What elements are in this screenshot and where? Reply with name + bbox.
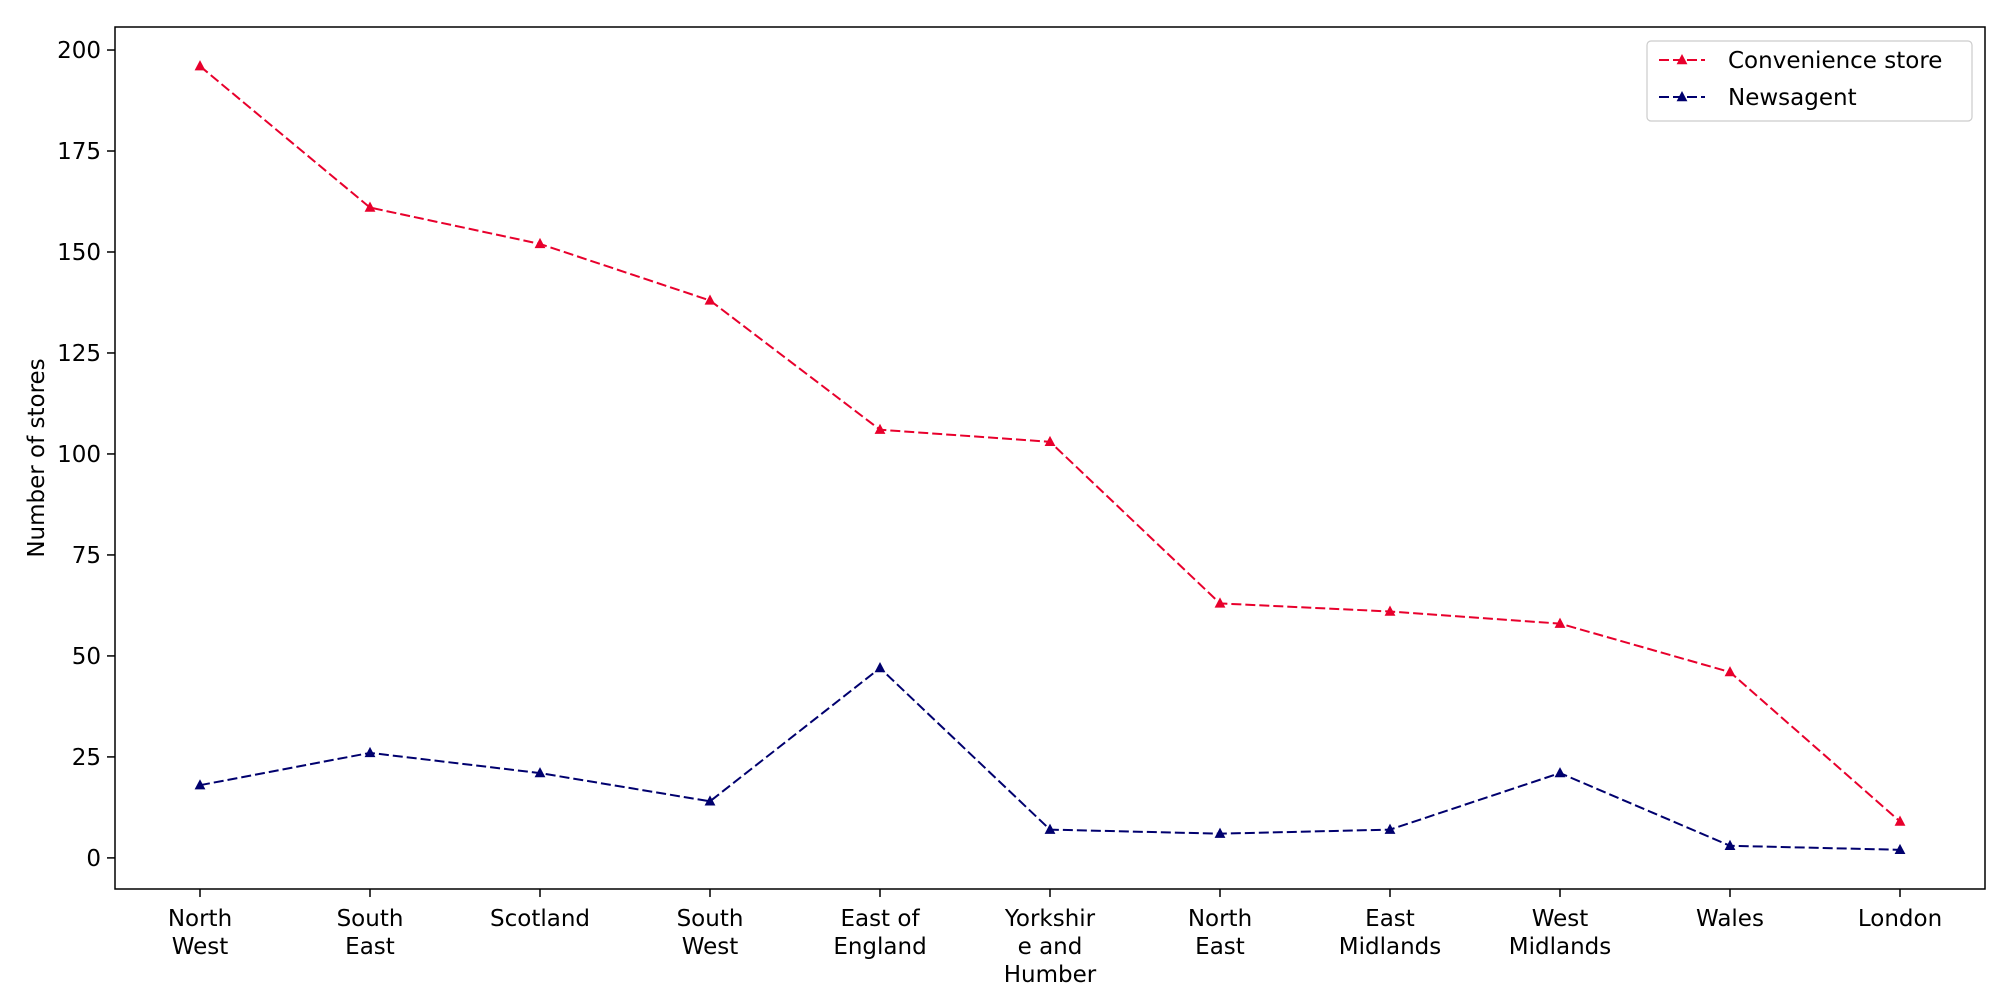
y-tick-label: 200 xyxy=(57,38,101,64)
data-point-marker xyxy=(364,201,376,212)
data-point-marker xyxy=(704,294,716,305)
series-newsagent xyxy=(194,662,1906,855)
y-tick-label: 100 xyxy=(57,442,101,468)
data-point-marker xyxy=(874,423,886,434)
data-point-marker xyxy=(1384,605,1396,616)
y-tick-label: 50 xyxy=(72,644,101,670)
x-tick-label: East Midlands xyxy=(1339,906,1441,960)
x-tick-label: North West xyxy=(168,906,232,960)
legend-label: Convenience store xyxy=(1728,48,1942,74)
data-point-marker xyxy=(1724,666,1736,677)
data-point-marker xyxy=(1554,617,1566,628)
legend-item: Convenience store xyxy=(1659,48,1942,74)
data-point-marker xyxy=(1894,843,1906,855)
data-point-marker xyxy=(1384,823,1396,834)
x-tick-label: East of England xyxy=(833,906,926,960)
y-tick-label: 125 xyxy=(57,341,101,367)
y-tick-label: 25 xyxy=(72,745,101,771)
data-point-marker xyxy=(364,746,376,758)
y-axis-title: Number of stores xyxy=(24,358,50,557)
series-convenience-store xyxy=(194,60,1906,826)
y-tick-label: 175 xyxy=(57,139,101,165)
data-point-marker xyxy=(874,662,886,673)
data-point-marker xyxy=(194,779,206,790)
legend-label: Newsagent xyxy=(1728,85,1857,111)
legend: Convenience store Newsagent xyxy=(1646,40,1973,122)
x-tick-label: Wales xyxy=(1696,906,1764,932)
data-point-marker xyxy=(534,237,546,249)
data-point-marker xyxy=(1044,823,1056,834)
x-axis: North West South East Scotland South West East … xyxy=(168,889,1942,988)
plot-area xyxy=(114,26,1986,890)
x-tick-label: Yorkshir e and Humber xyxy=(1004,906,1097,988)
x-tick-label: London xyxy=(1858,906,1942,932)
x-tick-label: South East xyxy=(337,906,404,960)
data-point-marker xyxy=(1554,767,1566,778)
legend-box xyxy=(1646,40,1973,122)
x-tick-label: West Midlands xyxy=(1509,906,1611,960)
data-point-marker xyxy=(1044,435,1056,447)
y-tick-label: 0 xyxy=(86,846,101,872)
data-point-marker xyxy=(194,60,206,71)
legend-marker xyxy=(1676,54,1688,65)
data-point-marker xyxy=(704,795,716,806)
data-point-marker xyxy=(1894,815,1906,826)
data-point-marker xyxy=(534,767,546,778)
y-tick-label: 75 xyxy=(72,543,101,569)
x-tick-label: North East xyxy=(1188,906,1252,960)
y-axis: 0 25 50 75 100 125 150 175 200 xyxy=(57,38,115,872)
data-point-marker xyxy=(1724,839,1736,850)
y-tick-label: 150 xyxy=(57,240,101,266)
data-point-marker xyxy=(1214,827,1226,838)
x-tick-label: South West xyxy=(677,906,744,960)
x-tick-label: Scotland xyxy=(490,906,590,932)
series-layer xyxy=(194,60,1906,855)
legend-item: Newsagent xyxy=(1659,85,1857,111)
legend-marker xyxy=(1676,91,1688,102)
data-point-marker xyxy=(1214,597,1226,608)
